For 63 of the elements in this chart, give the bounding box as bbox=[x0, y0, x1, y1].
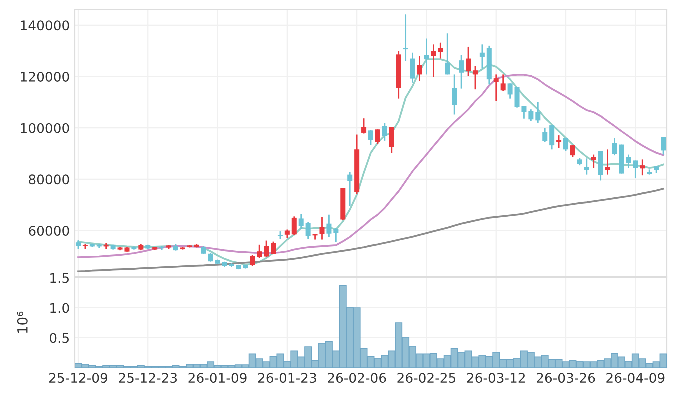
candlestick bbox=[528, 108, 534, 122]
category-label: 26-01-09 bbox=[188, 373, 247, 384]
category-label: 26-03-26 bbox=[537, 373, 596, 384]
candlestick bbox=[550, 124, 555, 150]
candlestick bbox=[605, 148, 610, 176]
candlestick bbox=[480, 44, 485, 70]
candlestick bbox=[626, 154, 632, 169]
category-label: 26-02-06 bbox=[328, 373, 386, 384]
candlestick bbox=[466, 46, 472, 77]
candlestick bbox=[445, 32, 450, 76]
candlestick bbox=[584, 158, 590, 176]
candlestick bbox=[334, 228, 339, 244]
category-label: 26-02-25 bbox=[398, 373, 456, 384]
candlestick bbox=[424, 38, 430, 76]
candlestick bbox=[500, 74, 506, 92]
candlestick bbox=[536, 101, 541, 124]
candlestick bbox=[298, 213, 304, 230]
candlestick bbox=[472, 66, 478, 90]
y-tick-label: 60000 bbox=[29, 226, 70, 236]
candlestick bbox=[542, 127, 548, 143]
candlestick bbox=[375, 128, 380, 145]
y-tick-label: 1.0 bbox=[50, 303, 70, 314]
candlestick bbox=[264, 240, 270, 258]
y-tick-label: 100000 bbox=[21, 123, 70, 134]
candlestick bbox=[452, 74, 458, 116]
candlestick bbox=[494, 74, 499, 102]
candlestick bbox=[431, 44, 436, 78]
candlestick bbox=[564, 137, 569, 152]
category-label: 25-12-23 bbox=[119, 373, 178, 384]
candlestick bbox=[591, 154, 596, 169]
category-label: 26-03-12 bbox=[467, 373, 525, 384]
candlestick bbox=[257, 244, 262, 259]
candlestick bbox=[459, 54, 464, 90]
candlestick bbox=[270, 241, 276, 256]
candlestick bbox=[640, 158, 646, 176]
y-axis-title: 10⁶ bbox=[17, 312, 28, 334]
candlestick bbox=[417, 56, 422, 82]
category-label: 25-12-09 bbox=[50, 373, 108, 384]
y-tick-label: 0.5 bbox=[50, 333, 69, 344]
candlestick bbox=[292, 216, 297, 236]
candlestick bbox=[438, 42, 444, 60]
candlestick bbox=[570, 144, 576, 158]
candlestick bbox=[633, 160, 638, 179]
category-label: 26-04-09 bbox=[606, 373, 665, 384]
candlestick bbox=[368, 130, 374, 146]
candlestick bbox=[326, 214, 332, 238]
candlestick bbox=[403, 14, 408, 62]
candlestick bbox=[382, 122, 388, 142]
y-tick-label: 120000 bbox=[21, 72, 70, 82]
category-label: 26-01-23 bbox=[258, 373, 316, 384]
candlestick bbox=[362, 118, 367, 134]
candlestick bbox=[508, 82, 513, 100]
candlestick bbox=[348, 172, 353, 208]
y-tick-label: 1.5 bbox=[50, 273, 69, 284]
candlestick bbox=[410, 52, 416, 84]
candlestick bbox=[389, 126, 394, 154]
line-series bbox=[78, 188, 664, 273]
candlestick bbox=[598, 150, 604, 182]
y-tick-label: 140000 bbox=[21, 20, 70, 31]
candlestick bbox=[250, 254, 256, 267]
candlestick bbox=[661, 136, 666, 156]
y-tick-label: 80000 bbox=[29, 174, 70, 185]
candlestick bbox=[306, 221, 311, 240]
